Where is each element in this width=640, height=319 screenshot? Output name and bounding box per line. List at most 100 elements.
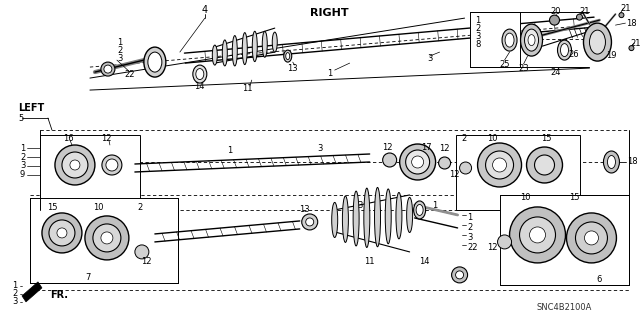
Ellipse shape bbox=[144, 47, 166, 77]
Bar bbox=[30, 198, 178, 283]
Ellipse shape bbox=[342, 196, 348, 242]
Text: 3: 3 bbox=[12, 297, 17, 306]
Text: 1: 1 bbox=[468, 213, 473, 222]
Bar bbox=[40, 135, 140, 205]
Text: 12: 12 bbox=[141, 257, 151, 266]
Circle shape bbox=[509, 207, 566, 263]
Text: 3: 3 bbox=[317, 144, 323, 152]
Circle shape bbox=[62, 152, 88, 178]
Ellipse shape bbox=[285, 53, 290, 60]
Text: 22: 22 bbox=[125, 70, 135, 78]
Circle shape bbox=[527, 147, 563, 183]
Text: 1: 1 bbox=[476, 16, 481, 25]
Text: 10: 10 bbox=[487, 134, 498, 143]
Bar bbox=[456, 135, 580, 210]
Polygon shape bbox=[22, 282, 42, 302]
Ellipse shape bbox=[413, 201, 426, 219]
Circle shape bbox=[55, 145, 95, 185]
Text: 11: 11 bbox=[364, 257, 375, 266]
Text: SNC4B2100A: SNC4B2100A bbox=[537, 303, 592, 312]
Ellipse shape bbox=[505, 33, 514, 47]
Ellipse shape bbox=[364, 188, 370, 248]
Circle shape bbox=[85, 216, 129, 260]
Ellipse shape bbox=[272, 32, 277, 52]
Circle shape bbox=[383, 153, 397, 167]
Text: 20: 20 bbox=[550, 7, 561, 16]
Text: 3: 3 bbox=[117, 54, 122, 63]
Text: 1: 1 bbox=[117, 38, 122, 47]
Text: 12: 12 bbox=[383, 143, 393, 152]
Circle shape bbox=[619, 13, 624, 18]
Circle shape bbox=[584, 231, 598, 245]
Text: 9: 9 bbox=[20, 170, 25, 180]
Text: 18: 18 bbox=[627, 19, 637, 28]
Text: 4: 4 bbox=[202, 5, 208, 15]
Text: 16: 16 bbox=[63, 134, 73, 143]
Text: 13: 13 bbox=[287, 63, 298, 73]
Text: 11: 11 bbox=[243, 84, 253, 93]
Text: 24: 24 bbox=[550, 68, 561, 77]
Text: 1: 1 bbox=[432, 202, 437, 211]
Text: 6: 6 bbox=[596, 275, 602, 285]
Text: 12: 12 bbox=[487, 243, 498, 252]
Ellipse shape bbox=[520, 24, 543, 56]
Text: 2: 2 bbox=[468, 223, 473, 233]
Text: 8: 8 bbox=[476, 40, 481, 48]
Ellipse shape bbox=[607, 155, 616, 168]
Text: 10: 10 bbox=[93, 204, 103, 212]
Text: 5: 5 bbox=[18, 114, 23, 122]
Ellipse shape bbox=[502, 29, 517, 51]
Circle shape bbox=[57, 228, 67, 238]
Text: 15: 15 bbox=[47, 204, 57, 212]
Circle shape bbox=[452, 267, 468, 283]
Text: 25: 25 bbox=[499, 60, 510, 69]
Text: 1: 1 bbox=[20, 144, 25, 152]
Text: 15: 15 bbox=[569, 193, 580, 203]
Text: 1: 1 bbox=[327, 69, 332, 78]
Text: 17: 17 bbox=[421, 143, 432, 152]
Ellipse shape bbox=[212, 45, 218, 65]
Text: FR.: FR. bbox=[50, 290, 68, 300]
Ellipse shape bbox=[396, 192, 402, 239]
Text: 22: 22 bbox=[468, 243, 478, 252]
Text: 15: 15 bbox=[541, 134, 552, 143]
Text: 14: 14 bbox=[195, 82, 205, 91]
Circle shape bbox=[550, 15, 559, 25]
Circle shape bbox=[104, 65, 112, 73]
Ellipse shape bbox=[332, 202, 338, 237]
Ellipse shape bbox=[416, 204, 423, 215]
Bar bbox=[500, 195, 629, 285]
Circle shape bbox=[406, 150, 429, 174]
Circle shape bbox=[93, 224, 121, 252]
Ellipse shape bbox=[604, 151, 620, 173]
Text: 18: 18 bbox=[627, 158, 638, 167]
Ellipse shape bbox=[557, 40, 572, 60]
Text: 7: 7 bbox=[85, 273, 91, 282]
Text: 21: 21 bbox=[630, 39, 640, 48]
Ellipse shape bbox=[525, 29, 538, 51]
Text: 10: 10 bbox=[520, 193, 531, 203]
Circle shape bbox=[566, 213, 616, 263]
Ellipse shape bbox=[528, 34, 535, 46]
Circle shape bbox=[101, 232, 113, 244]
Text: 2: 2 bbox=[20, 152, 25, 161]
Circle shape bbox=[575, 222, 607, 254]
Text: 3: 3 bbox=[468, 234, 473, 242]
Text: 3: 3 bbox=[357, 202, 362, 211]
Text: 2: 2 bbox=[117, 46, 122, 55]
Text: RIGHT: RIGHT bbox=[310, 8, 349, 18]
Circle shape bbox=[477, 143, 522, 187]
Ellipse shape bbox=[374, 187, 381, 247]
Text: 2: 2 bbox=[461, 134, 467, 143]
Ellipse shape bbox=[284, 50, 292, 62]
Circle shape bbox=[399, 144, 436, 180]
Text: LEFT: LEFT bbox=[18, 103, 44, 113]
Circle shape bbox=[412, 156, 424, 168]
Ellipse shape bbox=[385, 189, 391, 244]
Text: 21: 21 bbox=[579, 7, 589, 16]
Circle shape bbox=[486, 151, 513, 179]
Text: 3: 3 bbox=[476, 32, 481, 41]
Text: 2: 2 bbox=[12, 289, 17, 298]
Circle shape bbox=[301, 214, 317, 230]
Text: 3: 3 bbox=[20, 161, 26, 170]
